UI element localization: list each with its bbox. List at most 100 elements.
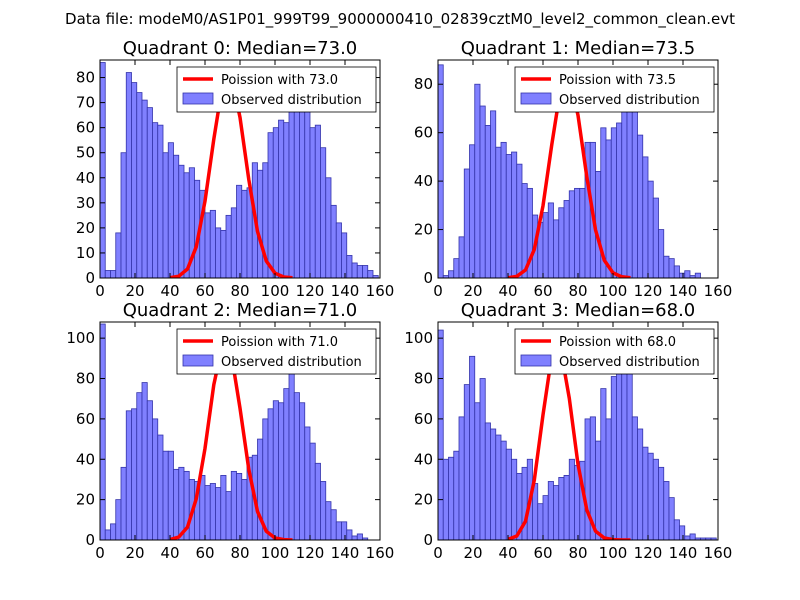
quadrant-1-bar — [505, 154, 512, 278]
quadrant-3-y-tick-label: 40 — [414, 450, 433, 468]
quadrant-1-legend-bar-swatch — [520, 92, 552, 105]
quadrant-0-bar — [257, 169, 264, 278]
quadrant-2-bar — [167, 450, 174, 540]
quadrant-0-y-tick-label: 40 — [76, 169, 95, 187]
quadrant-3-legend-label-poisson: Poission with 68.0 — [559, 335, 676, 350]
quadrant-0-bar — [146, 107, 153, 278]
quadrant-0-bar — [320, 147, 327, 278]
quadrant-1-bar — [547, 202, 554, 278]
quadrant-2-bar — [110, 523, 117, 540]
quadrant-2-bar — [204, 485, 211, 540]
quadrant-0-bar — [225, 214, 232, 278]
quadrant-0-bar — [136, 92, 143, 278]
quadrant-0-x-tick-label: 40 — [160, 282, 179, 300]
quadrant-0-bar — [104, 270, 111, 278]
quadrant-3-y-tick-label: 100 — [404, 329, 433, 347]
quadrant-1-x-tick-label: 80 — [568, 282, 587, 300]
quadrant-0-bar — [325, 177, 332, 278]
quadrant-0-bar — [125, 72, 132, 278]
quadrant-0-y-tick-label: 30 — [76, 194, 95, 212]
quadrant-3-bar — [663, 481, 670, 540]
quadrant-2-bar — [225, 491, 232, 540]
quadrant-0-bar — [330, 204, 337, 278]
quadrant-0-y-tick-label: 80 — [76, 69, 95, 87]
quadrant-1-bar — [579, 187, 586, 278]
quadrant-2-bar — [325, 501, 332, 540]
quadrant-1-x-tick-label: 60 — [533, 282, 552, 300]
quadrant-2-bar — [278, 402, 285, 540]
quadrant-2-legend-box — [176, 328, 377, 375]
quadrant-0-bar — [178, 164, 185, 278]
quadrant-1-y-tick-label: 80 — [414, 75, 433, 93]
quadrant-1-bar — [448, 270, 455, 278]
quadrant-2-bar — [146, 400, 153, 540]
quadrant-3-bar — [542, 495, 549, 540]
quadrant-3-x-tick-label: 80 — [568, 544, 587, 562]
quadrant-3-x-tick-label: 20 — [463, 544, 482, 562]
quadrant-2-bar — [209, 483, 216, 540]
quadrant-0-bar — [100, 62, 106, 278]
quadrant-0-x-tick-label: 120 — [296, 282, 325, 300]
quadrant-3-x-tick-label: 160 — [704, 544, 733, 562]
quadrant-3-bar — [610, 376, 617, 540]
quadrant-2-bar — [220, 475, 227, 540]
quadrant-3-y-tick-label: 80 — [414, 370, 433, 388]
quadrant-1-bar — [553, 219, 560, 278]
quadrant-1-bar — [658, 229, 665, 278]
quadrant-1-bar — [558, 207, 565, 278]
quadrant-0-legend-label-observed: Observed distribution — [221, 93, 362, 108]
quadrant-2-bar — [115, 499, 122, 540]
quadrant-0-x-tick-label: 140 — [331, 282, 360, 300]
quadrant-2-bar — [335, 521, 342, 540]
quadrant-2-y-tick-label: 0 — [85, 531, 95, 549]
quadrant-1-legend-box — [514, 66, 715, 113]
quadrant-0-legend-bar-swatch — [182, 92, 214, 105]
quadrant-1-bar — [679, 272, 686, 278]
quadrant-2-x-tick-label: 80 — [230, 544, 249, 562]
quadrant-0-bar — [215, 227, 222, 278]
quadrant-3-bar — [458, 416, 465, 540]
quadrant-3-y-tick-label: 60 — [414, 410, 433, 428]
quadrant-3-bar — [647, 452, 654, 540]
quadrant-3-bar — [553, 485, 560, 540]
quadrant-3-legend-bar-swatch — [520, 354, 552, 367]
quadrant-2-y-tick-label: 100 — [66, 329, 95, 347]
quadrant-3-x-tick-label: 100 — [599, 544, 628, 562]
quadrant-2-y-tick-label: 20 — [76, 491, 95, 509]
quadrant-2-x-tick-label: 120 — [296, 544, 325, 562]
quadrant-2-legend-bar-swatch — [182, 354, 214, 367]
quadrant-3-bar — [616, 370, 623, 540]
quadrant-3-bar — [689, 533, 696, 540]
quadrant-1-bar — [694, 272, 701, 278]
quadrant-3-bar — [474, 402, 481, 540]
quadrant-0-legend: Poission with 73.0 Observed distribution — [176, 66, 377, 113]
quadrant-0-y-tick-label: 10 — [76, 244, 95, 262]
quadrant-2-bar — [120, 466, 127, 540]
quadrant-1-histogram — [438, 64, 701, 278]
quadrant-0-bar — [283, 122, 290, 278]
quadrant-1-bar — [469, 144, 476, 278]
quadrant-2-bar — [152, 418, 159, 540]
quadrant-0-bar — [272, 127, 279, 278]
quadrant-3-legend-label-observed: Observed distribution — [559, 355, 700, 370]
quadrant-2-bar — [241, 479, 248, 540]
quadrant-0-bar — [314, 124, 321, 278]
quadrant-2-x-tick-label: 140 — [331, 544, 360, 562]
quadrant-2-bar — [293, 392, 300, 540]
quadrant-0-bar — [162, 152, 169, 278]
quadrant-2-legend-label-observed: Observed distribution — [221, 355, 362, 370]
quadrant-3-bar — [568, 458, 575, 540]
quadrant-3-bar — [631, 416, 638, 540]
quadrant-1-bar — [616, 122, 623, 278]
quadrant-2-y-tick-label: 40 — [76, 450, 95, 468]
quadrant-3-x-tick-label: 140 — [669, 544, 698, 562]
quadrant-3-bar — [469, 355, 476, 540]
quadrant-3-bar — [605, 418, 612, 540]
quadrant-0-bar — [288, 102, 295, 278]
quadrant-3-legend: Poission with 68.0 Observed distribution — [514, 328, 715, 375]
quadrant-0-y-tick-label: 0 — [85, 269, 95, 287]
quadrant-3-bar — [442, 458, 449, 540]
quadrant-3-bar — [668, 497, 675, 540]
quadrant-2-y-tick-label: 60 — [76, 410, 95, 428]
